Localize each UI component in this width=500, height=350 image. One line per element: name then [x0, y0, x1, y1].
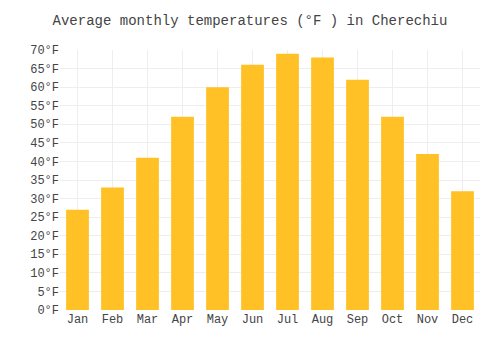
- svg-text:0°F: 0°F: [37, 304, 59, 318]
- svg-text:30°F: 30°F: [30, 193, 59, 207]
- svg-text:Aug: Aug: [312, 313, 334, 327]
- svg-text:Dec: Dec: [452, 313, 474, 327]
- svg-text:65°F: 65°F: [30, 63, 59, 77]
- svg-text:Average monthly temperatures (: Average monthly temperatures (°F ) in Ch…: [53, 13, 448, 29]
- svg-text:Apr: Apr: [172, 313, 194, 327]
- svg-text:60°F: 60°F: [30, 81, 59, 95]
- svg-text:35°F: 35°F: [30, 174, 59, 188]
- svg-text:45°F: 45°F: [30, 137, 59, 151]
- svg-text:Sep: Sep: [347, 313, 369, 327]
- svg-text:50°F: 50°F: [30, 118, 59, 132]
- svg-text:10°F: 10°F: [30, 267, 59, 281]
- svg-text:70°F: 70°F: [30, 44, 59, 58]
- svg-text:5°F: 5°F: [37, 286, 59, 300]
- svg-text:15°F: 15°F: [30, 248, 59, 262]
- svg-text:Jul: Jul: [277, 313, 299, 327]
- svg-text:May: May: [207, 313, 229, 327]
- svg-text:Nov: Nov: [417, 313, 439, 327]
- svg-text:Jun: Jun: [242, 313, 264, 327]
- svg-text:25°F: 25°F: [30, 211, 59, 225]
- svg-text:Feb: Feb: [102, 313, 124, 327]
- svg-text:Jan: Jan: [67, 313, 89, 327]
- svg-text:20°F: 20°F: [30, 230, 59, 244]
- svg-text:Oct: Oct: [382, 313, 404, 327]
- svg-text:Mar: Mar: [137, 313, 159, 327]
- svg-text:40°F: 40°F: [30, 156, 59, 170]
- svg-text:55°F: 55°F: [30, 100, 59, 114]
